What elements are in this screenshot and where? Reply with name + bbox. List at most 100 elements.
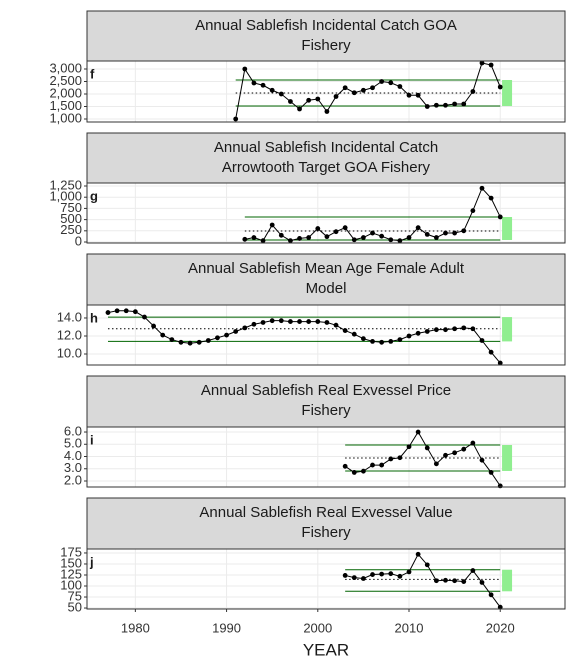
y-tick-label: 50 [68,599,82,614]
point [233,329,239,334]
point [470,568,476,573]
point [397,238,403,244]
point [242,325,248,331]
point [370,462,375,468]
point [470,440,476,446]
point [151,323,156,329]
point [351,470,357,475]
point [479,185,485,191]
point [461,579,467,584]
point [461,325,467,331]
strip [86,132,566,184]
point [224,332,229,338]
trend-indicator [502,569,513,592]
point [452,230,458,236]
point [288,238,293,244]
y-tick-label: 500 [60,211,82,226]
point [361,576,366,581]
point [324,320,330,325]
y-tick-label: 2,500 [49,73,82,88]
point [470,326,476,332]
trend-indicator [502,445,513,471]
point [488,349,494,355]
point [388,571,394,577]
point [388,338,394,344]
point [452,578,458,584]
point [324,109,330,114]
strip [86,10,566,62]
y-tick-label: 1,250 [49,177,82,192]
point [433,102,439,108]
y-tick-label: 12.0 [57,327,82,342]
point [388,237,394,243]
point [424,445,430,451]
point [178,339,184,345]
point [306,319,312,324]
point [342,328,348,333]
point [333,322,339,328]
y-tick-label: 150 [60,555,82,570]
point [415,429,421,435]
y-tick-label: 0 [75,233,82,248]
point [297,319,302,324]
y-tick-label: 14.0 [57,309,82,324]
point [415,551,421,557]
y-tick-label: 10.0 [57,345,82,360]
point [424,329,430,334]
point [488,195,494,201]
point [196,339,202,345]
panel-label: g [90,188,98,203]
point [297,106,302,112]
point [379,462,385,468]
point [379,571,385,577]
y-tick-label: 5.0 [64,436,82,451]
point [333,94,339,99]
strip-title: Fishery [301,524,351,541]
y-tick-label: 2.0 [64,472,82,487]
panel-border [86,304,566,366]
point [379,79,385,84]
point [497,604,503,610]
point [388,80,394,86]
y-tick-label: 2,000 [49,85,82,100]
point [424,231,430,237]
point [479,457,485,463]
point [415,92,421,98]
point [497,360,503,366]
point [132,309,138,315]
x-axis-label: YEAR [303,640,349,659]
point [397,573,403,579]
point [361,336,366,342]
point [397,84,403,89]
trend-indicator [502,317,513,342]
point [443,327,448,333]
point [379,233,385,239]
point [415,225,421,231]
point [452,450,458,456]
point [288,99,293,104]
point [488,470,494,475]
point [461,228,467,234]
point [205,338,211,343]
y-tick-label: 125 [60,566,82,581]
panel-label: f [90,66,95,81]
point [379,339,385,345]
x-tick-label: 1980 [121,620,150,635]
y-tick-label: 175 [60,544,82,559]
point [406,569,412,575]
point [406,444,412,450]
point [433,461,439,467]
point [342,85,348,91]
y-tick-label: 1,000 [49,110,82,125]
point [351,331,357,337]
point [242,66,248,72]
point [114,308,120,314]
point [306,97,312,103]
point [433,327,439,333]
point [433,578,439,584]
point [215,335,220,341]
point [424,104,430,109]
panel-border [86,426,566,488]
strip [86,375,566,428]
